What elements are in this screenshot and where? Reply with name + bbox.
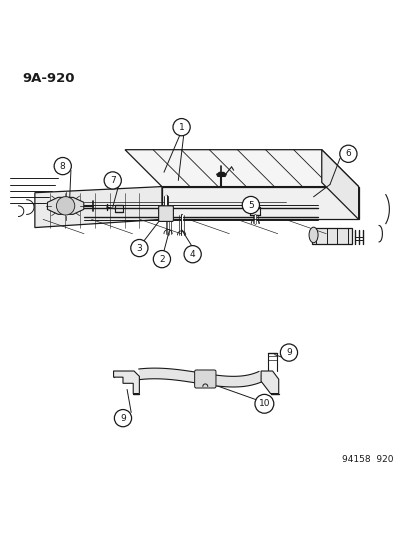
- Polygon shape: [161, 187, 358, 220]
- Polygon shape: [261, 371, 278, 393]
- Polygon shape: [47, 197, 83, 214]
- Polygon shape: [35, 187, 161, 228]
- Text: 9: 9: [120, 414, 126, 423]
- Polygon shape: [311, 228, 351, 244]
- Circle shape: [254, 394, 273, 413]
- FancyBboxPatch shape: [158, 206, 173, 221]
- Text: 1: 1: [178, 123, 184, 132]
- Circle shape: [104, 172, 121, 189]
- Circle shape: [114, 409, 131, 427]
- Ellipse shape: [308, 227, 317, 243]
- Circle shape: [131, 239, 147, 257]
- Polygon shape: [138, 368, 263, 387]
- Text: 9A-920: 9A-920: [23, 72, 75, 85]
- Text: 94158  920: 94158 920: [342, 455, 393, 464]
- Text: 5: 5: [247, 200, 253, 209]
- Circle shape: [242, 197, 259, 214]
- Text: 8: 8: [60, 161, 65, 171]
- Text: 2: 2: [159, 255, 164, 264]
- Text: 7: 7: [109, 176, 115, 185]
- Polygon shape: [321, 150, 358, 220]
- Text: 3: 3: [136, 244, 142, 253]
- Circle shape: [56, 197, 75, 215]
- Text: 4: 4: [190, 249, 195, 259]
- Polygon shape: [113, 371, 139, 393]
- Circle shape: [184, 246, 201, 263]
- Text: 10: 10: [258, 399, 269, 408]
- Text: 6: 6: [345, 149, 350, 158]
- Circle shape: [153, 251, 170, 268]
- FancyBboxPatch shape: [194, 370, 216, 388]
- Circle shape: [280, 344, 297, 361]
- Circle shape: [339, 145, 356, 163]
- Circle shape: [54, 157, 71, 175]
- Circle shape: [173, 118, 190, 136]
- Text: 9: 9: [285, 348, 291, 357]
- Polygon shape: [125, 150, 358, 187]
